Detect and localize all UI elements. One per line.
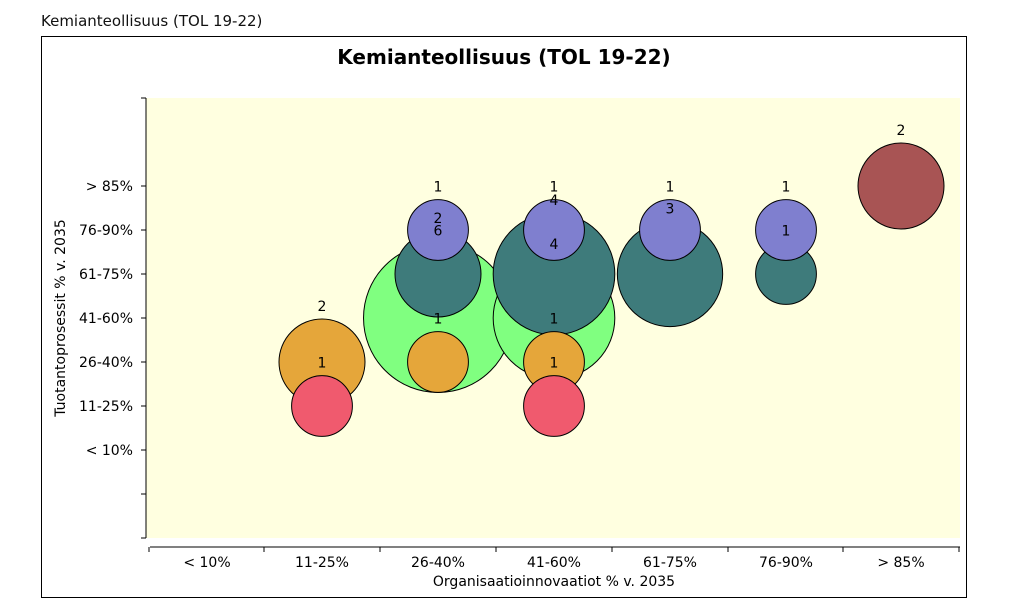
y-tick-label: < 10% — [86, 443, 133, 459]
bubble — [291, 375, 353, 437]
bubble-count-label: 1 — [318, 356, 327, 372]
y-tick-label: 11-25% — [79, 399, 133, 415]
y-tick-label: 26-40% — [79, 355, 133, 371]
x-axis-ticks: < 10% 11-25% 26-40% 41-60% 61-75% 76-90% > 85% — [148, 547, 960, 571]
bubble-count-label: 4 — [550, 193, 559, 209]
bubble-count-label: 1 — [434, 180, 443, 196]
bubble — [857, 142, 945, 230]
bubble-count-label: 1 — [782, 180, 791, 196]
bubble — [407, 331, 469, 393]
bubble — [523, 199, 585, 261]
x-tick-label: 61-75% — [643, 555, 697, 571]
bubble-count-label: 2 — [434, 211, 443, 227]
bubble — [407, 199, 469, 261]
y-axis-ticks: < 10% 11-25% 26-40% 41-60% 61-75% 76-90% > 85% — [79, 97, 146, 539]
bubbles-group: 6 4 4 3 2 1 2 1 1 1 1 1 1 1 1 2 — [278, 123, 945, 437]
x-tick-label: 11-25% — [295, 555, 349, 571]
x-tick-label: 41-60% — [527, 555, 581, 571]
bubble-count-label: 1 — [782, 224, 791, 240]
bubble-count-label: 1 — [434, 312, 443, 328]
y-tick-label: 76-90% — [79, 223, 133, 239]
bubble-count-label: 3 — [666, 201, 675, 217]
bubble-count-label: 4 — [550, 237, 559, 253]
y-tick-label: > 85% — [86, 179, 133, 195]
bubble-count-label: 2 — [897, 123, 906, 139]
bubble-count-label: 1 — [550, 356, 559, 372]
bubble-count-label: 1 — [550, 312, 559, 328]
bubble — [755, 199, 817, 261]
y-axis-label: Tuotantoprosessit % v. 2035 — [53, 219, 69, 418]
bubble-count-label: 2 — [318, 299, 327, 315]
bubble — [523, 375, 585, 437]
x-axis-label: Organisaatioinnovaatiot % v. 2035 — [433, 574, 675, 590]
y-tick-label: 61-75% — [79, 267, 133, 283]
x-tick-label: > 85% — [877, 555, 924, 571]
bubble-count-label: 6 — [434, 224, 443, 240]
x-tick-label: 26-40% — [411, 555, 465, 571]
y-tick-label: 41-60% — [79, 311, 133, 327]
chart-title: Kemianteollisuus (TOL 19-22) — [337, 45, 670, 69]
x-tick-label: < 10% — [183, 555, 230, 571]
chart-caption: Kemianteollisuus (TOL 19-22) — [41, 12, 263, 30]
bubble-count-label: 1 — [550, 180, 559, 196]
bubble-count-label: 1 — [666, 180, 675, 196]
x-tick-label: 76-90% — [759, 555, 813, 571]
bubble — [639, 199, 701, 261]
